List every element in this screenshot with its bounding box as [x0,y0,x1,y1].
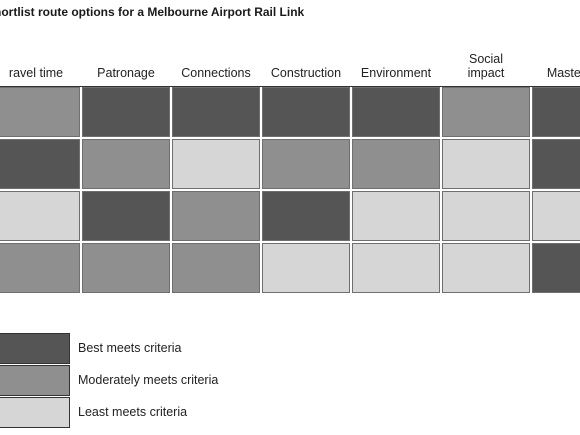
matrix-cell [532,243,580,293]
matrix-cell [442,243,530,293]
matrix-cell [532,87,580,137]
column-header: Construction [271,66,341,80]
matrix-cell [82,87,170,137]
column-header-line: Social [468,52,504,66]
matrix-cell [352,243,440,293]
matrix-cell [172,243,260,293]
legend-label: Moderately meets criteria [78,373,219,387]
column-header-line: Patronage [97,66,155,80]
matrix-cell [442,87,530,137]
column-header-line: impact [467,66,505,80]
matrix-cell [532,139,580,189]
column-header-line: ravel time [8,66,64,80]
matrix-cell [262,243,350,293]
matrix-cell [532,191,580,241]
column-header: Social impact [468,52,505,80]
matrix-cell [172,191,260,241]
column-header-line: Master pla [546,66,580,80]
column-header-line: Construction [270,66,342,80]
column-header: Environment [361,66,431,80]
column-header: Connections [181,66,251,80]
matrix-cell [352,191,440,241]
matrix-cell [172,87,260,137]
matrix-cell [0,243,80,293]
matrix-cell [0,191,80,241]
column-header-line: Environment [360,66,432,80]
legend-swatch [0,365,70,396]
legend-label: Best meets criteria [78,341,182,355]
matrix-cell [442,191,530,241]
matrix-cell [82,243,170,293]
matrix-cell [82,139,170,189]
chart-title: hortlist route options for a Melbourne A… [0,5,305,19]
column-header-line: Connections [181,66,251,80]
matrix-cell [352,139,440,189]
matrix-cell [82,191,170,241]
matrix-cell [172,139,260,189]
column-header: Master pla [547,66,580,80]
column-header: Patronage [97,66,155,80]
matrix-cell [262,139,350,189]
legend-swatch [0,333,70,364]
matrix-cell [0,139,80,189]
matrix-cell [442,139,530,189]
column-header: ravel time [9,66,63,80]
criteria-matrix [0,86,580,293]
matrix-cell [0,87,80,137]
matrix-cell [262,191,350,241]
matrix-cell [352,87,440,137]
matrix-cell [262,87,350,137]
legend-label: Least meets criteria [78,405,188,419]
legend-swatch [0,397,70,428]
